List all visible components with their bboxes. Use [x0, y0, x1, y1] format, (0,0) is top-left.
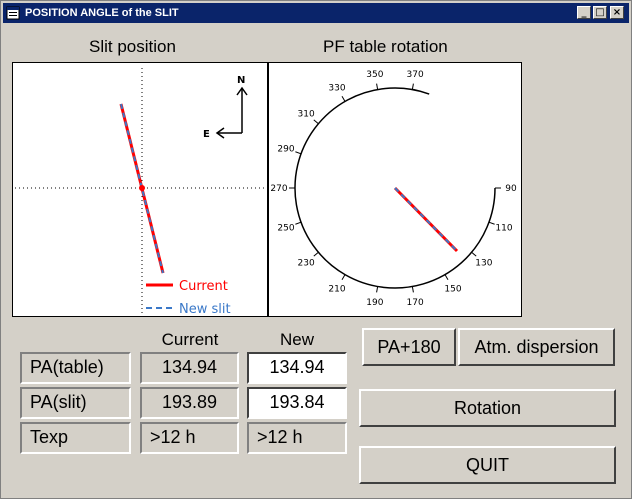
- rotation-tick-label: 330: [328, 84, 345, 94]
- col-header-current: Current: [161, 330, 219, 349]
- row-label-texp: Texp: [20, 422, 131, 454]
- pf-table-canvas: 370 350 330 310 290 270 250 230 210 190 170 150 130 1…: [270, 70, 517, 308]
- maximize-button[interactable]: □: [593, 6, 607, 19]
- texp-current-value: >12 h: [140, 422, 239, 454]
- rotation-tick-label: 350: [366, 70, 383, 80]
- rotation-button[interactable]: Rotation: [359, 389, 616, 427]
- slit-position-plot: N E Current New slit: [12, 62, 268, 317]
- north-label: N: [237, 75, 245, 86]
- rotation-tick-label: 270: [270, 184, 287, 194]
- legend-current-label: Current: [179, 279, 228, 294]
- compass-icon: [215, 86, 248, 139]
- texp-new-value: >12 h: [247, 422, 347, 454]
- rotation-tick: [313, 251, 319, 257]
- rotation-tick-label: 210: [328, 284, 345, 294]
- col-header-new: New: [279, 330, 314, 349]
- app-icon: [6, 6, 20, 20]
- rotation-tick: [411, 83, 414, 90]
- rotation-tick: [295, 151, 302, 155]
- atm-dispersion-button[interactable]: Atm. dispersion: [458, 328, 615, 366]
- quit-label: QUIT: [466, 455, 509, 475]
- new-slit-line: [120, 103, 164, 274]
- rotation-ticks: [289, 83, 501, 293]
- rotation-tick: [341, 95, 346, 102]
- east-label: E: [203, 129, 210, 140]
- row-label-pa-slit: PA(slit): [20, 387, 131, 419]
- rotation-tick: [471, 251, 477, 257]
- pa-plus-180-button[interactable]: PA+180: [362, 328, 456, 366]
- rotation-tick-label: 150: [444, 284, 461, 294]
- window-title: POSITION ANGLE of the SLIT: [25, 7, 179, 19]
- quit-button[interactable]: QUIT: [359, 446, 616, 484]
- row-label-pa-table: PA(table): [20, 352, 131, 384]
- atm-dispersion-label: Atm. dispersion: [474, 337, 599, 357]
- pa-table-new-input[interactable]: 134.94: [247, 352, 347, 384]
- rotation-tick: [313, 119, 319, 125]
- rotation-tick: [411, 286, 414, 293]
- pf-new-line: [394, 187, 458, 252]
- rotation-tick-label: 290: [277, 144, 294, 154]
- rotation-tick-labels: 370 350 330 310 290 270 250 230 210 190 170 150 130 1…: [270, 70, 517, 308]
- pf-table-plot: 370 350 330 310 290 270 250 230 210 190 170 150 130 1…: [268, 62, 522, 317]
- rotation-arc-path: [294, 87, 496, 289]
- rotation-tick-label: 310: [298, 109, 315, 119]
- legend-new-label: New slit: [179, 302, 231, 316]
- pa-plus-180-label: PA+180: [377, 337, 441, 357]
- slit-position-title: Slit position: [89, 37, 176, 56]
- rotation-tick: [376, 286, 379, 293]
- rotation-tick-label: 130: [475, 259, 492, 269]
- rotation-tick: [295, 221, 302, 225]
- slit-center-point: [139, 185, 145, 191]
- minimize-button[interactable]: _: [577, 6, 591, 19]
- rotation-label: Rotation: [453, 398, 522, 418]
- rotation-tick-label: 250: [277, 224, 294, 234]
- rotation-tick-label: 190: [366, 298, 383, 308]
- rotation-tick-label: 170: [407, 298, 424, 308]
- pf-table-rotation-title: PF table rotation: [323, 37, 448, 56]
- rotation-tick-label: 110: [495, 224, 512, 234]
- rotation-arc: [294, 87, 496, 289]
- rotation-tick: [376, 83, 379, 90]
- rotation-tick: [341, 274, 346, 281]
- rotation-tick: [444, 274, 449, 281]
- rotation-tick-label: 370: [407, 70, 424, 80]
- slit-position-canvas: N E Current New slit: [15, 68, 265, 317]
- pa-slit-new-input[interactable]: 193.84: [247, 387, 347, 419]
- rotation-tick-label: 230: [298, 259, 315, 269]
- pa-slit-current-value: 193.89: [140, 387, 239, 419]
- rotation-tick-label: 90: [505, 184, 517, 194]
- title-bar[interactable]: POSITION ANGLE of the SLIT _ □ ×: [3, 3, 629, 23]
- rotation-tick: [488, 221, 495, 225]
- pa-table-current-value: 134.94: [140, 352, 239, 384]
- close-button[interactable]: ×: [610, 6, 624, 19]
